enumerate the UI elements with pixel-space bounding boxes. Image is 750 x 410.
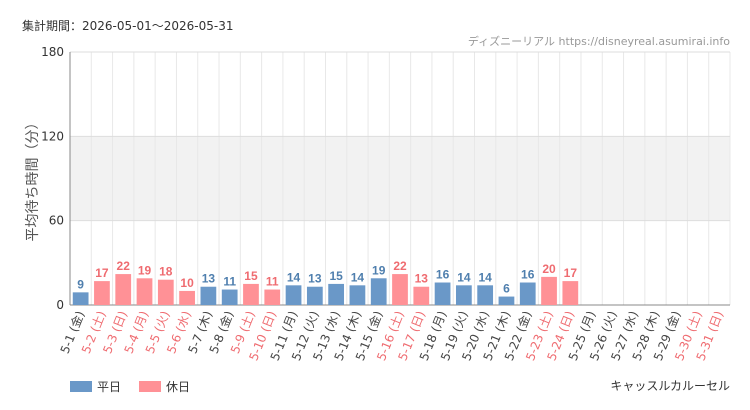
bar: [519, 282, 536, 305]
legend-label-weekday: 平日: [97, 380, 122, 394]
bar-value-label: 13: [308, 272, 322, 286]
source-label: ディズニーリアル https://disneyreal.asumirai.inf…: [467, 35, 730, 48]
bar: [349, 285, 366, 305]
bar-value-label: 22: [393, 259, 407, 273]
bar-value-label: 22: [117, 259, 131, 273]
bar-value-label: 13: [415, 272, 429, 286]
bar: [72, 292, 89, 305]
bar-value-label: 20: [542, 262, 556, 276]
bar: [328, 283, 345, 305]
bar: [306, 286, 323, 305]
bar-value-label: 13: [202, 272, 216, 286]
legend-swatch-weekday: [70, 381, 92, 392]
bar: [157, 279, 174, 305]
bar: [94, 281, 110, 305]
bar-value-label: 15: [244, 269, 258, 283]
period-label: 集計期間：2026-05-01～2026-05-31: [22, 19, 234, 33]
bar-value-label: 16: [436, 268, 450, 282]
legend-swatch-holiday: [139, 381, 162, 392]
bar-value-label: 14: [287, 270, 301, 284]
bar-value-label: 17: [95, 266, 109, 280]
bar: [221, 289, 238, 305]
bar: [541, 276, 557, 305]
y-axis-label: 平均待ち時間（分）: [25, 116, 41, 242]
bar-value-label: 11: [266, 275, 279, 289]
bar: [200, 286, 217, 305]
plot-band: [70, 136, 730, 221]
bar: [413, 286, 430, 305]
bar-value-label: 18: [159, 265, 173, 279]
legend-item-weekday: 平日: [70, 378, 121, 395]
bar-value-label: 17: [564, 266, 578, 280]
bar: [498, 296, 515, 305]
y-tick-label: 180: [41, 45, 64, 59]
bar: [392, 274, 408, 305]
y-tick-label: 120: [41, 129, 64, 143]
legend-item-holiday: 休日: [139, 378, 190, 395]
y-tick-label: 0: [56, 298, 64, 312]
bar-value-label: 10: [180, 276, 194, 290]
bar-value-label: 6: [503, 282, 510, 296]
bar: [285, 285, 302, 305]
bar-value-label: 14: [478, 270, 492, 284]
bar: [243, 283, 259, 305]
bar-value-label: 19: [372, 263, 386, 277]
bar-value-label: 19: [138, 263, 152, 277]
bar: [115, 274, 132, 305]
bar-value-label: 16: [521, 268, 535, 282]
bar: [136, 278, 153, 305]
bar-value-label: 11: [223, 275, 236, 289]
bar: [370, 278, 387, 305]
bar: [455, 285, 472, 305]
bar-value-label: 15: [329, 269, 343, 283]
bar: [434, 282, 451, 305]
bar: [562, 281, 579, 305]
y-tick-label: 60: [49, 214, 64, 228]
attraction-name: キャッスルカルーセル: [610, 379, 730, 393]
bar-value-label: 9: [77, 277, 84, 291]
bar: [264, 289, 281, 305]
bar: [179, 290, 195, 305]
bar-value-label: 14: [457, 270, 471, 284]
legend: 平日 休日: [70, 378, 208, 395]
legend-label-holiday: 休日: [166, 380, 191, 394]
bar-value-label: 14: [351, 270, 365, 284]
bar: [477, 285, 494, 305]
